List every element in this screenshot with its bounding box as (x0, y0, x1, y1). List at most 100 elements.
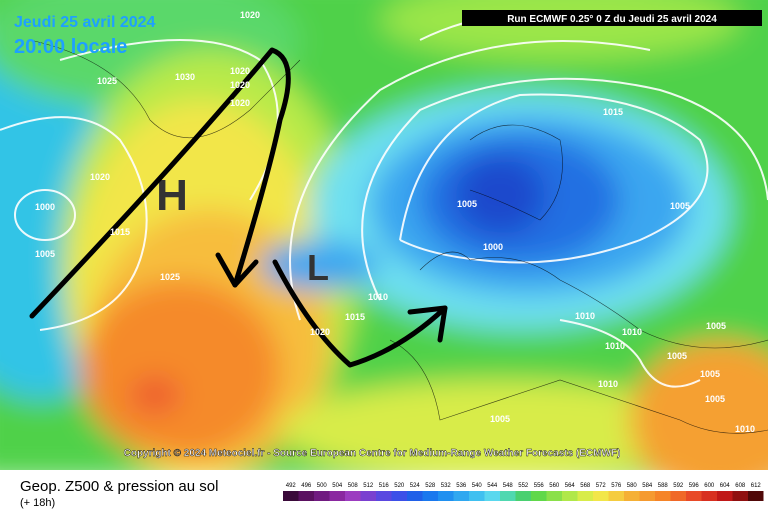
isobar-label: 1020 (230, 98, 250, 108)
isobar-label: 1025 (97, 76, 117, 86)
isobar-label: 1015 (345, 312, 365, 322)
scale-swatch (608, 491, 624, 501)
scale-swatch (686, 491, 702, 501)
copyright: Copyright © 2024 Meteociel.fr - Source E… (124, 448, 621, 459)
scale-swatch (422, 491, 438, 501)
scale-label: 584 (642, 483, 653, 489)
scale-swatch (298, 491, 314, 501)
scale-label: 556 (534, 483, 545, 489)
isobar-labels: 1020 1025 1030 1020 1020 1020 1020 1000 1015 1005… (35, 10, 755, 434)
scale-label: 492 (286, 483, 297, 489)
scale-swatch (577, 491, 593, 501)
run-box (462, 10, 762, 26)
scale-label: 608 (735, 483, 746, 489)
isobar-label: 1005 (700, 369, 720, 379)
run-info: Run ECMWF 0.25° 0 Z du Jeudi 25 avril 20… (507, 14, 717, 25)
isobar-label: 1005 (35, 249, 55, 259)
isobar-label: 1005 (667, 351, 687, 361)
isobar-label: 1010 (598, 379, 618, 389)
isobar-label: 1020 (230, 66, 250, 76)
scale-swatch (391, 491, 407, 501)
scale-label: 524 (410, 483, 421, 489)
scale-label: 612 (751, 483, 762, 489)
isobar-label: 1000 (35, 202, 55, 212)
low-label: L (307, 247, 329, 288)
arrows (29, 47, 448, 368)
isobar-label: 1005 (706, 321, 726, 331)
isobar-label: 1010 (575, 311, 595, 321)
scale-label: 564 (565, 483, 576, 489)
scale-label: 592 (673, 483, 684, 489)
isobar-label: 1010 (605, 341, 625, 351)
scale-swatch (732, 491, 748, 501)
scale-swatch (283, 491, 299, 501)
isobar-label: 1005 (670, 201, 690, 211)
scale-swatch (376, 491, 392, 501)
footer-title: Geop. Z500 & pression au sol (20, 478, 218, 495)
isobar-label: 1010 (622, 327, 642, 337)
scale-swatch (515, 491, 531, 501)
scale-swatch (407, 491, 423, 501)
scale-label: 500 (317, 483, 328, 489)
isobar-label: 1015 (603, 107, 623, 117)
scale-swatch (562, 491, 578, 501)
scale-label: 580 (627, 483, 638, 489)
scale-swatch (701, 491, 717, 501)
isobar-label: 1020 (230, 80, 250, 90)
isobar-label: 1020 (240, 10, 260, 20)
scale-swatch (329, 491, 345, 501)
coastlines (29, 39, 768, 434)
scale-swatch (484, 491, 500, 501)
scale-swatch (314, 491, 330, 501)
scale-label: 604 (720, 483, 731, 489)
scale-swatch (500, 491, 516, 501)
scale-label: 596 (689, 483, 700, 489)
scale-label: 548 (503, 483, 514, 489)
color-scale: 492 496 500 504 508 512 516 520 524 528 532 536 540 5… (283, 483, 764, 501)
lead-time: (+ 18h) (20, 497, 55, 509)
isobar-label: 1025 (160, 272, 180, 282)
isobar-label: 1030 (175, 72, 195, 82)
scale-swatch (360, 491, 376, 501)
scale-label: 576 (611, 483, 622, 489)
scale-label: 552 (518, 483, 529, 489)
field (0, 0, 768, 500)
scale-swatch (717, 491, 733, 501)
scale-swatch (639, 491, 655, 501)
scale-label: 600 (704, 483, 715, 489)
isobar-label: 1005 (705, 394, 725, 404)
scale-swatch (624, 491, 640, 501)
scale-label: 560 (549, 483, 560, 489)
scale-swatch (469, 491, 485, 501)
scale-label: 504 (332, 483, 343, 489)
date: Jeudi 25 avril 2024 (14, 14, 156, 31)
scale-swatch (345, 491, 361, 501)
scale-label: 520 (394, 483, 405, 489)
scale-swatch (655, 491, 671, 501)
scale-label: 532 (441, 483, 452, 489)
scale-label: 508 (348, 483, 359, 489)
scale-swatch (593, 491, 609, 501)
scale-swatch (438, 491, 454, 501)
scale-label: 544 (487, 483, 498, 489)
scale-swatch (453, 491, 469, 501)
isobar-label: 1010 (735, 424, 755, 434)
scale-swatch (546, 491, 562, 501)
scale-label: 496 (301, 483, 312, 489)
scale-swatch (670, 491, 686, 501)
time: 20:00 locale (14, 36, 127, 58)
scale-label: 572 (596, 483, 607, 489)
scale-label: 568 (580, 483, 591, 489)
isobar-label: 1010 (368, 292, 388, 302)
scale-label: 540 (472, 483, 483, 489)
isobar-label: 1000 (483, 242, 503, 252)
isobar-label: 1015 (110, 227, 130, 237)
scale-label: 536 (456, 483, 467, 489)
scale-label: 516 (379, 483, 390, 489)
scale-label: 512 (363, 483, 374, 489)
scale-label: 588 (658, 483, 669, 489)
scale-swatch (748, 491, 764, 501)
isobar-label: 1020 (310, 327, 330, 337)
isobar-label: 1005 (457, 199, 477, 209)
